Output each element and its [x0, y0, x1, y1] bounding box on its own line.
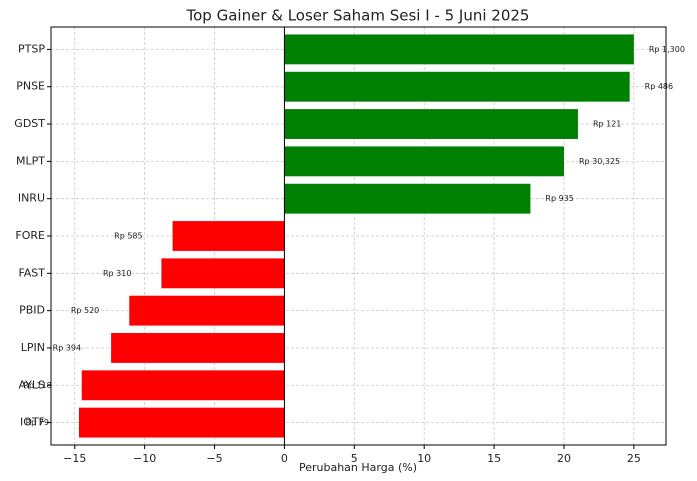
- bar: [81, 370, 285, 401]
- bar: [284, 34, 634, 65]
- x-tick-label: 10: [417, 452, 431, 465]
- bar: [161, 258, 285, 289]
- x-tick-label: −15: [63, 452, 86, 465]
- bar: [129, 295, 285, 326]
- x-tick-label: 25: [627, 452, 641, 465]
- bar: [284, 146, 564, 177]
- y-tick-label: LPIN: [21, 341, 45, 354]
- chart-title: Top Gainer & Loser Saham Sesi I - 5 Juni…: [186, 7, 530, 25]
- x-tick-label: −10: [133, 452, 156, 465]
- x-tick-label: −5: [206, 452, 222, 465]
- x-tick-label: 15: [487, 452, 501, 465]
- price-label: Rp 394: [53, 343, 81, 352]
- y-tick-label: FAST: [18, 266, 45, 279]
- bar: [111, 333, 285, 363]
- bar: [172, 221, 285, 251]
- price-label: Rp 585: [114, 232, 142, 241]
- price-label: Rp 935: [545, 194, 573, 203]
- x-tick-label: 5: [351, 452, 358, 465]
- bar: [284, 109, 578, 139]
- price-label: Rp 79: [26, 418, 49, 427]
- y-tick-label: GDST: [14, 117, 45, 130]
- price-label: Rp 1,300: [649, 45, 685, 54]
- x-tick-label: 0: [281, 452, 288, 465]
- price-label: Rp 30,325: [579, 157, 620, 166]
- y-tick-label: PNSE: [16, 80, 45, 93]
- y-tick-label: INRU: [18, 192, 45, 205]
- bar: [78, 407, 285, 438]
- bar: [284, 183, 531, 214]
- price-label: Rp 310: [103, 269, 131, 278]
- price-label: Rp 121: [593, 120, 621, 129]
- bar: [284, 71, 630, 102]
- y-tick-label: PBID: [19, 304, 45, 317]
- plot-frame: [50, 26, 667, 446]
- y-tick-label: FORE: [15, 229, 45, 242]
- y-tick-label: IOTF: [20, 416, 45, 429]
- y-tick-label: AYLS: [18, 378, 45, 391]
- price-label: Rp 486: [645, 82, 673, 91]
- price-label: Rp 520: [71, 306, 99, 315]
- x-tick-label: 20: [557, 452, 571, 465]
- y-tick-label: MLPT: [16, 154, 45, 167]
- price-label: Rp 118: [23, 381, 51, 390]
- x-axis-label: Perubahan Harga (%): [299, 461, 417, 474]
- y-tick-label: PTSP: [18, 42, 45, 55]
